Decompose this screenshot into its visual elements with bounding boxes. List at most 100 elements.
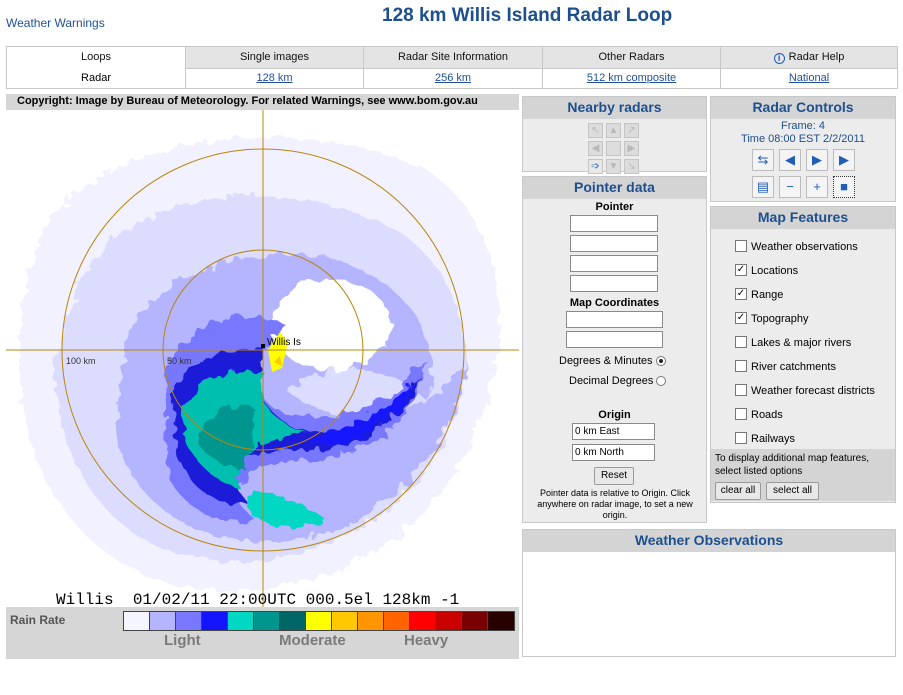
range-subtabs: Radar 128 km 256 km 512 km composite Nat… [6,68,898,89]
rain-rate-swatch [124,612,150,630]
loop-direction-icon[interactable]: ⇆ [752,149,774,171]
legend-light: Light [164,632,201,649]
feature-label: Locations [751,265,799,277]
clear-all-button[interactable]: clear all [715,482,761,500]
feature-checkbox[interactable] [735,432,747,444]
radar-controls-title: Radar Controls [711,97,895,119]
radar-image[interactable]: Willis Is 100 km 50 km Willis 01/02/11 2… [6,110,519,609]
origin-title: Origin [598,409,631,421]
copyright-bar: Copyright: Image by Bureau of Meteorolog… [6,94,519,110]
weather-observations-title: Weather Observations [523,530,895,552]
nearby-s-arrow-icon[interactable]: ▼ [606,159,621,174]
tab-other-radars[interactable]: Other Radars [543,47,721,69]
rain-rate-color-scale [123,611,515,631]
rain-rate-swatch [488,612,514,630]
map-coord-field-2[interactable] [566,331,663,348]
info-icon: i [773,53,785,64]
pointer-field-2[interactable] [570,235,658,252]
play-icon[interactable]: ▶ [833,149,855,171]
rain-rate-swatch [202,612,228,630]
nearby-ne-arrow-icon[interactable]: ↗ [624,123,639,138]
feature-label: Weather observations [751,241,858,253]
tab-radar-help[interactable]: i Radar Help [721,47,898,69]
feature-checkbox[interactable] [735,336,747,348]
nearby-w-arrow-icon[interactable]: ◀ [588,141,603,156]
feature-label: Topography [751,313,809,325]
origin-north-field[interactable]: 0 km North [572,444,655,461]
map-coord-field-1[interactable] [566,311,663,328]
radar-controls-panel: Radar Controls Frame: 4 Time 08:00 EST 2… [710,96,896,202]
weather-warnings-link[interactable]: Weather Warnings [6,16,105,30]
nearby-se-arrow-icon[interactable]: ↘ [624,159,639,174]
decimal-degrees-radio[interactable] [656,376,666,386]
rain-rate-swatch [306,612,332,630]
feature-label: Lakes & major rivers [751,337,852,349]
nearby-n-arrow-icon[interactable]: ▲ [606,123,621,138]
rain-rate-swatch [228,612,254,630]
subtab-radar-label: Radar [7,68,186,88]
feature-label: Weather forecast districts [751,385,875,397]
nearby-center-icon [606,141,621,156]
pointer-field-3[interactable] [570,255,658,272]
pointer-note: Pointer data is relative to Origin. Clic… [537,488,693,520]
slower-icon[interactable]: − [779,176,801,198]
nearby-e-arrow-icon[interactable]: ▶ [624,141,639,156]
pointer-data-panel: Pointer data Pointer Map Coordinates Deg… [522,176,707,523]
range-label-100km: 100 km [66,356,96,366]
rain-rate-title: Rain Rate [10,613,66,627]
feature-checkbox[interactable] [735,360,747,372]
pointer-subtitle: Pointer [595,201,634,213]
degrees-minutes-radio[interactable] [656,356,666,366]
feature-checkbox[interactable]: ✓ [735,264,747,276]
pointer-field-1[interactable] [570,215,658,232]
feature-checkbox[interactable] [735,408,747,420]
feature-label: Railways [751,433,796,445]
feature-checkbox[interactable] [735,240,747,252]
rain-rate-swatch [332,612,358,630]
main-tabs: Loops Single images Radar Site Informati… [6,46,898,69]
tab-single-images[interactable]: Single images [186,47,364,69]
pointer-field-4[interactable] [570,275,658,292]
rain-rate-swatch [462,612,488,630]
decimal-degrees-label: Decimal Degrees [569,375,654,387]
pointer-data-title: Pointer data [523,177,706,199]
step-back-icon[interactable]: ◀ [779,149,801,171]
subtab-national[interactable]: National [788,72,830,84]
feature-label: River catchments [751,361,836,373]
step-forward-icon[interactable]: ▶ [806,149,828,171]
feature-checkbox[interactable] [735,384,747,396]
legend-heavy: Heavy [404,632,449,649]
rain-rate-swatch [280,612,306,630]
rain-rate-swatch [436,612,462,630]
features-hint: To display additional map features, sele… [715,453,869,477]
legend-moderate: Moderate [279,632,346,649]
radar-map[interactable]: Willis Is 100 km 50 km Willis 01/02/11 2… [6,110,519,609]
nearby-sw-arrow-icon[interactable]: ➩ [588,159,603,174]
map-coordinates-title: Map Coordinates [569,297,660,309]
feature-checkbox[interactable]: ✓ [735,288,747,300]
reset-button[interactable]: Reset [594,467,634,485]
frame-time: Time 08:00 EST 2/2/2011 [741,133,865,145]
feature-checkbox[interactable]: ✓ [735,312,747,324]
faster-icon[interactable]: + [806,176,828,198]
stop-icon[interactable]: ■ [833,176,855,198]
rain-rate-swatch [384,612,410,630]
origin-east-field[interactable]: 0 km East [572,423,655,440]
page-title: 128 km Willis Island Radar Loop [382,5,673,26]
print-icon[interactable]: ▤ [752,176,774,198]
rain-rate-swatch [254,612,280,630]
select-all-button[interactable]: select all [766,482,819,500]
range-label-50km: 50 km [167,356,192,366]
rain-rate-swatch [410,612,436,630]
subtab-512km-composite[interactable]: 512 km composite [586,72,677,84]
tab-radar-help-label: Radar Help [788,51,845,63]
nearby-radars-title: Nearby radars [523,97,706,119]
nearby-nw-arrow-icon[interactable]: ↖ [588,123,603,138]
map-features-title: Map Features [711,207,895,229]
radar-timestamp-stamp: Willis 01/02/11 22:00UTC 000.5el 128km -… [56,591,459,607]
tab-loops[interactable]: Loops [7,47,186,69]
rain-rate-swatch [150,612,176,630]
subtab-256km[interactable]: 256 km [434,72,472,84]
tab-radar-site-information[interactable]: Radar Site Information [364,47,543,69]
subtab-128km[interactable]: 128 km [256,72,293,84]
